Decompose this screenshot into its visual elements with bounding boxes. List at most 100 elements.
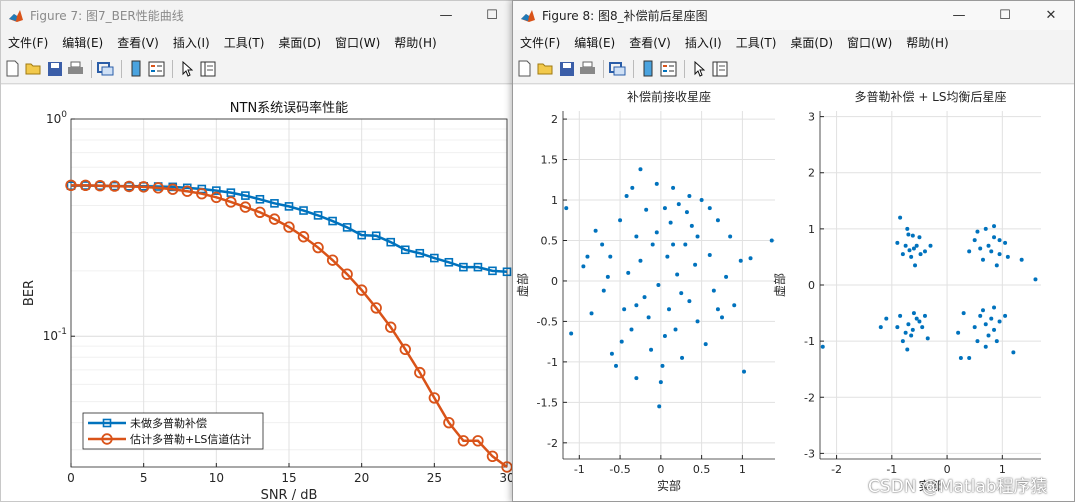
x-tick-label: 1 (999, 463, 1006, 476)
scatter-point (992, 305, 997, 310)
print-icon[interactable] (578, 59, 597, 79)
open-folder-icon[interactable] (536, 59, 555, 79)
new-file-icon[interactable] (515, 59, 534, 79)
maximize-button[interactable]: ☐ (486, 8, 498, 23)
menu-desktop[interactable]: 桌面(D) (790, 35, 834, 50)
ber-point (385, 321, 397, 333)
minimize-button[interactable]: — (439, 8, 453, 23)
pointer-icon[interactable] (177, 59, 196, 79)
link-icon[interactable] (96, 59, 115, 79)
link-icon[interactable] (608, 59, 627, 79)
scatter-point (997, 252, 1002, 257)
scatter-point (895, 325, 900, 330)
scatter-y-label-2: 虚部 (772, 273, 787, 297)
figure7-titlebar[interactable]: Figure 7: 图7_BER性能曲线 — ☐ (1, 1, 515, 30)
scatter-point (732, 303, 737, 308)
scatter-point (703, 342, 708, 347)
legend-icon[interactable] (147, 59, 166, 79)
scatter-point (593, 228, 598, 233)
colorbar-icon[interactable] (126, 59, 145, 79)
scatter-point (738, 258, 743, 263)
menu-file[interactable]: 文件(F) (520, 35, 561, 50)
ber-point (443, 416, 455, 429)
save-icon[interactable] (45, 59, 64, 79)
scatter-point (748, 256, 753, 261)
scatter-point (624, 193, 629, 198)
y-tick-label: 100 (46, 110, 67, 126)
scatter-point (649, 347, 654, 352)
watermark: CSDN @Matlab程序猿 (868, 477, 1048, 497)
x-tick-label: 20 (354, 471, 369, 485)
scatter-point (983, 344, 988, 349)
ber-chart-title: NTN系统误码率性能 (230, 100, 348, 116)
scatter-point (910, 233, 915, 238)
scatter-point (707, 206, 712, 211)
minimize-button[interactable]: — (952, 8, 966, 23)
scatter-point (920, 325, 925, 330)
menu-help[interactable]: 帮助(H) (394, 35, 437, 50)
menu-window[interactable]: 窗口(W) (335, 35, 381, 50)
menu-insert[interactable]: 插入(I) (684, 35, 722, 50)
ber-point (268, 213, 281, 225)
figure8-canvas: -1 -0.5 0 0.5 1 2 1.5 1 0.5 0 -0.5 -1 -1.5 -2 补偿前接收星座实… (513, 85, 1074, 501)
scatter-point (769, 238, 774, 243)
legend-icon[interactable] (659, 59, 678, 79)
close-button[interactable]: ✕ (1045, 8, 1057, 23)
x-tick-label: 25 (427, 471, 442, 485)
ber-point (181, 185, 193, 197)
figure7-canvas: 0 5 10 15 20 25 30 100 10-1 NTN系统误码率性能 SNR / dB BER… (1, 85, 515, 501)
menu-insert[interactable]: 插入(I) (172, 35, 210, 50)
colorbar-icon[interactable] (638, 59, 657, 79)
menu-tools[interactable]: 工具(T) (735, 35, 777, 50)
x-tick-label: 5 (140, 471, 148, 485)
ber-series-2 (65, 179, 513, 473)
menu-file[interactable]: 文件(F) (8, 35, 49, 50)
menu-help[interactable]: 帮助(H) (906, 35, 949, 50)
open-folder-icon[interactable] (24, 59, 43, 79)
menu-view[interactable]: 查看(V) (629, 35, 671, 50)
property-icon[interactable] (710, 59, 729, 79)
scatter-point (975, 229, 980, 234)
figure8-titlebar[interactable]: Figure 8: 图8_补偿前后星座图 — ☐ ✕ (513, 1, 1074, 30)
menu-window[interactable]: 窗口(W) (847, 35, 893, 50)
scatter-point (711, 288, 716, 293)
menu-view[interactable]: 查看(V) (117, 35, 159, 50)
ber-point (284, 202, 294, 211)
save-icon[interactable] (557, 59, 576, 79)
scatter-point (980, 257, 985, 262)
new-file-icon[interactable] (3, 59, 22, 79)
menu-edit[interactable]: 编辑(E) (62, 35, 104, 50)
property-icon[interactable] (198, 59, 217, 79)
constellation-charts: -1 -0.5 0 0.5 1 2 1.5 1 0.5 0 -0.5 -1 -1.5 -2 补偿前接收星座实… (515, 89, 1041, 493)
scatter-point (608, 254, 613, 259)
matlab-icon (9, 9, 23, 22)
print-icon[interactable] (66, 59, 85, 79)
menu-desktop[interactable]: 桌面(D) (278, 35, 322, 50)
ber-point (65, 179, 77, 192)
ber-point (386, 237, 396, 247)
scatter-point (878, 325, 883, 330)
scatter-point (684, 210, 689, 215)
ber-point (254, 206, 266, 218)
scatter-point (660, 363, 665, 368)
x-tick-label: -0.5 (609, 463, 630, 476)
maximize-button[interactable]: ☐ (999, 8, 1011, 23)
x-tick-label: -1 (886, 463, 897, 476)
menu-edit[interactable]: 编辑(E) (574, 35, 616, 50)
ber-point (299, 206, 308, 215)
scatter-point (905, 226, 910, 231)
scatter-plot-area-1 (563, 111, 775, 459)
scatter-point (989, 249, 994, 254)
ber-point (400, 245, 410, 255)
menu-tools[interactable]: 工具(T) (223, 35, 265, 50)
scatter-point (980, 308, 985, 313)
scatter-point (715, 218, 720, 223)
pointer-icon[interactable] (689, 59, 708, 79)
y-tick-label: -0.5 (537, 315, 558, 328)
ber-point (212, 186, 221, 195)
y-tick-label: 1 (551, 194, 558, 207)
scatter-point (646, 315, 651, 320)
ber-point (415, 248, 425, 258)
scatter-point (914, 243, 919, 248)
scatter-point (997, 319, 1002, 324)
